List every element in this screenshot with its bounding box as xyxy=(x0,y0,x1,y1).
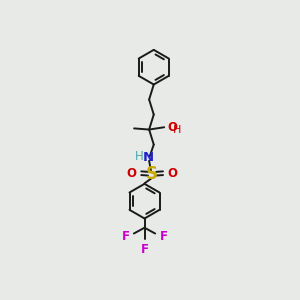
Text: F: F xyxy=(122,230,130,243)
Text: N: N xyxy=(142,152,154,164)
Text: O: O xyxy=(127,167,137,180)
Text: S: S xyxy=(146,165,158,183)
Text: F: F xyxy=(140,243,148,256)
Text: O: O xyxy=(168,167,178,180)
Text: H: H xyxy=(135,150,144,163)
Text: H: H xyxy=(173,125,181,136)
Text: F: F xyxy=(160,230,167,243)
Text: O: O xyxy=(167,121,177,134)
